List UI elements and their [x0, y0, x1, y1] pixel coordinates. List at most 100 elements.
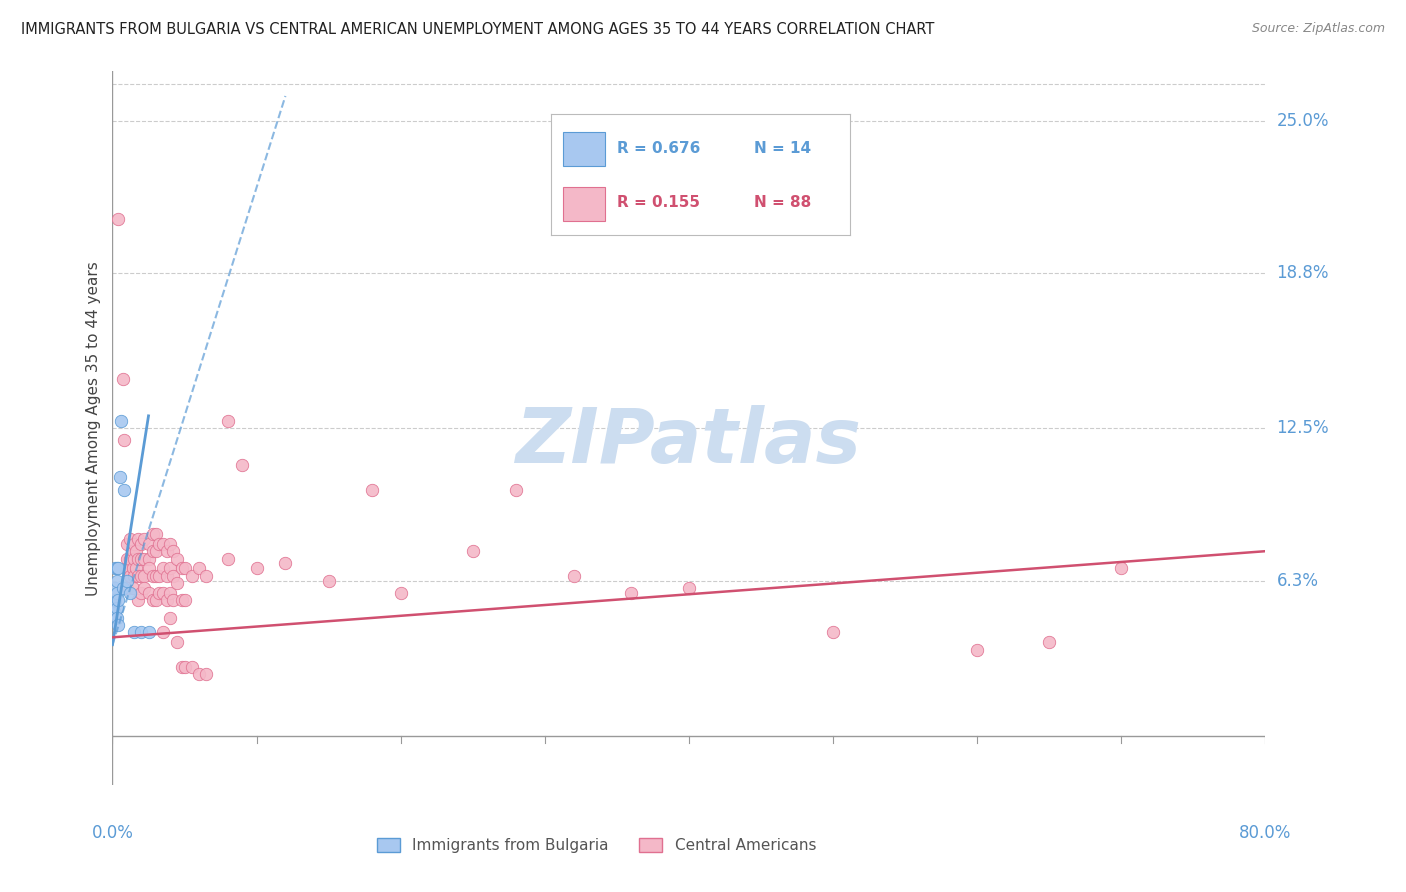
Point: [118, 569, 141, 583]
Point: [110, 414, 132, 428]
Point: [152, 586, 174, 600]
Point: [107, 561, 129, 575]
Point: [360, 483, 382, 497]
Point: [620, 586, 643, 600]
Point: [121, 561, 143, 575]
Point: [148, 569, 170, 583]
Point: [127, 532, 149, 546]
Point: [166, 576, 188, 591]
Point: [104, 593, 127, 607]
Text: 12.5%: 12.5%: [1277, 419, 1329, 437]
Point: [148, 537, 170, 551]
Text: 80.0%: 80.0%: [1239, 824, 1292, 842]
Point: [105, 574, 128, 588]
Text: 0.0%: 0.0%: [91, 824, 134, 842]
Point: [138, 625, 160, 640]
Point: [188, 667, 211, 681]
Point: [142, 527, 165, 541]
Point: [129, 551, 153, 566]
Point: [104, 561, 127, 575]
Point: [152, 537, 174, 551]
Point: [118, 532, 141, 546]
Point: [107, 212, 129, 227]
Point: [105, 610, 128, 624]
Point: [246, 561, 269, 575]
Point: [105, 600, 128, 615]
Point: [145, 593, 167, 607]
Text: IMMIGRANTS FROM BULGARIA VS CENTRAL AMERICAN UNEMPLOYMENT AMONG AGES 35 TO 44 YE: IMMIGRANTS FROM BULGARIA VS CENTRAL AMER…: [21, 22, 935, 37]
Point: [142, 569, 165, 583]
Point: [105, 586, 128, 600]
Point: [274, 557, 297, 571]
Point: [138, 551, 160, 566]
Text: 25.0%: 25.0%: [1277, 112, 1329, 129]
Point: [138, 537, 160, 551]
Point: [115, 551, 138, 566]
Point: [1038, 635, 1060, 649]
Point: [127, 569, 149, 583]
Point: [195, 569, 218, 583]
Point: [159, 537, 181, 551]
Point: [115, 561, 138, 575]
Point: [678, 581, 700, 595]
Point: [108, 470, 131, 484]
Point: [148, 586, 170, 600]
Point: [156, 593, 179, 607]
Point: [115, 574, 138, 588]
Point: [145, 544, 167, 558]
Point: [173, 561, 195, 575]
Point: [122, 625, 145, 640]
Point: [170, 660, 193, 674]
Point: [134, 551, 156, 566]
Point: [118, 551, 141, 566]
Point: [195, 667, 218, 681]
Point: [217, 414, 239, 428]
Point: [112, 434, 135, 448]
Point: [505, 483, 527, 497]
Point: [152, 561, 174, 575]
Point: [122, 569, 145, 583]
Point: [166, 635, 188, 649]
Point: [105, 561, 128, 575]
Point: [156, 569, 179, 583]
Point: [231, 458, 253, 472]
Point: [127, 551, 149, 566]
Point: [966, 642, 988, 657]
Point: [159, 561, 181, 575]
Point: [122, 537, 145, 551]
Point: [107, 618, 129, 632]
Point: [134, 581, 156, 595]
Legend: Immigrants from Bulgaria, Central Americans: Immigrants from Bulgaria, Central Americ…: [371, 832, 823, 859]
Text: ZIPatlas: ZIPatlas: [516, 406, 862, 479]
Point: [142, 544, 165, 558]
Point: [127, 593, 149, 607]
Point: [124, 544, 146, 558]
Point: [122, 551, 145, 566]
Point: [180, 660, 202, 674]
Point: [152, 625, 174, 640]
Point: [134, 532, 156, 546]
Point: [173, 593, 195, 607]
Point: [188, 561, 211, 575]
Point: [821, 625, 844, 640]
Point: [138, 586, 160, 600]
Point: [129, 537, 153, 551]
Point: [115, 581, 138, 595]
Point: [145, 527, 167, 541]
Point: [129, 586, 153, 600]
Point: [162, 569, 184, 583]
Point: [124, 561, 146, 575]
Point: [156, 544, 179, 558]
Point: [142, 593, 165, 607]
Point: [389, 586, 412, 600]
Point: [138, 561, 160, 575]
Y-axis label: Unemployment Among Ages 35 to 44 years: Unemployment Among Ages 35 to 44 years: [86, 260, 101, 596]
Point: [129, 569, 153, 583]
Point: [118, 586, 141, 600]
Text: 18.8%: 18.8%: [1277, 264, 1329, 282]
Point: [180, 569, 202, 583]
Point: [159, 610, 181, 624]
Point: [129, 625, 153, 640]
Point: [104, 581, 127, 595]
Point: [121, 581, 143, 595]
